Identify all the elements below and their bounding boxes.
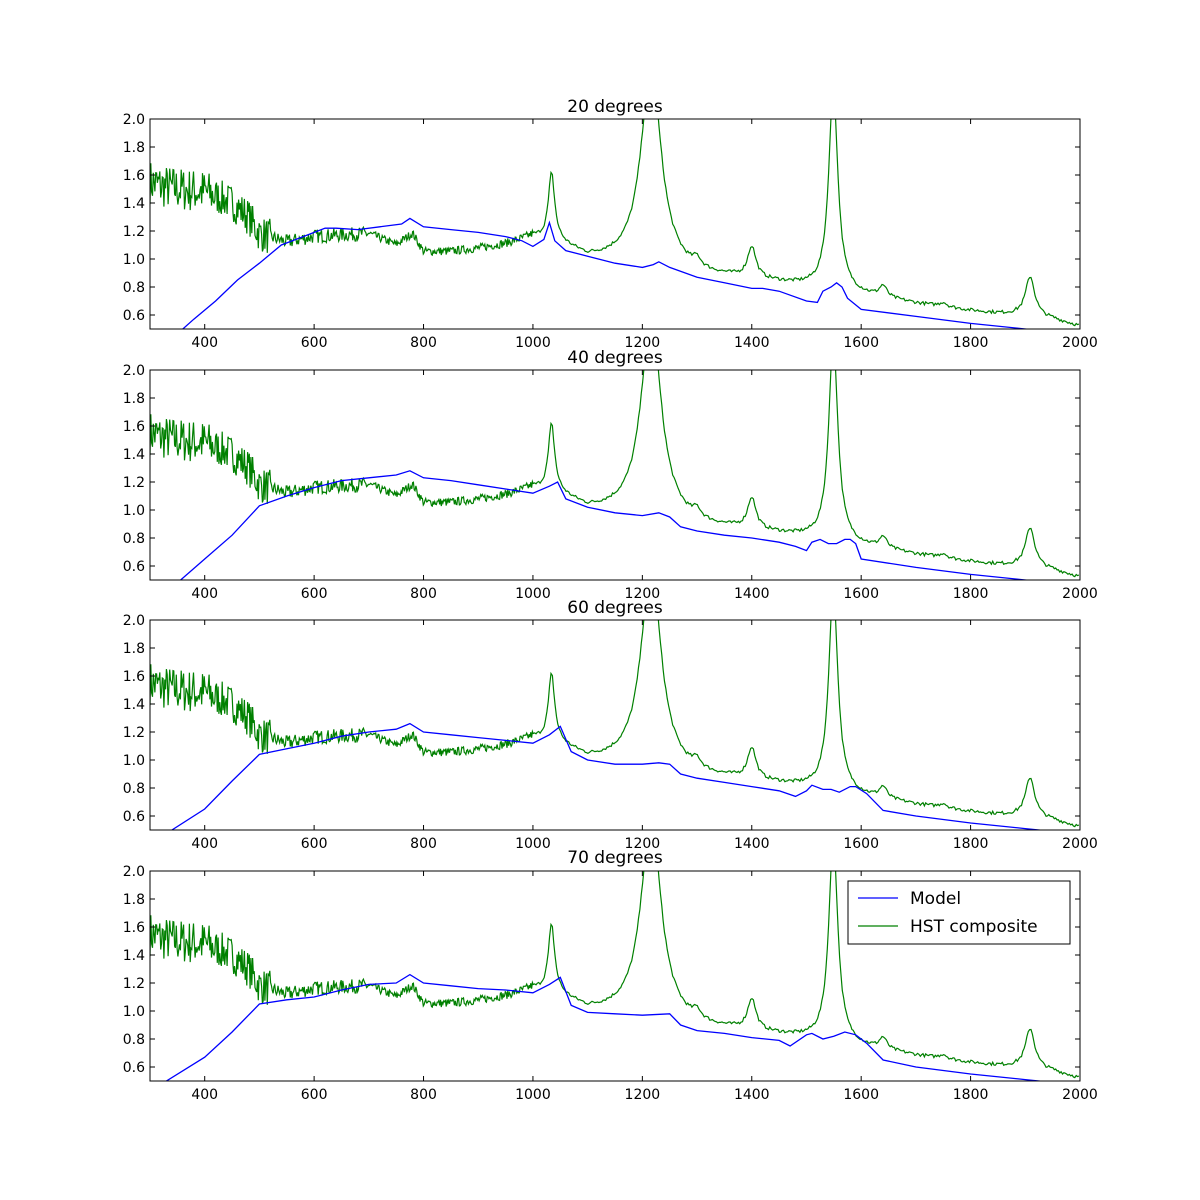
y-tick-label: 1.4	[123, 447, 145, 463]
y-tick-label: 1.2	[123, 224, 145, 240]
legend-box	[847, 880, 1071, 945]
y-tick-label: 1.8	[123, 892, 145, 908]
legend-hst-label: HST composite	[910, 917, 1038, 937]
x-tick-label: 600	[301, 1087, 328, 1103]
axes-background	[150, 620, 1080, 830]
y-tick-label: 1.8	[123, 641, 145, 657]
y-tick-label: 2.0	[123, 613, 145, 629]
x-tick-label: 1600	[843, 836, 879, 852]
y-tick-label: 0.6	[123, 809, 145, 825]
x-tick-label: 400	[191, 586, 218, 602]
y-tick-label: 2.0	[123, 864, 145, 880]
y-tick-label: 1.6	[123, 669, 145, 685]
x-tick-label: 600	[301, 836, 328, 852]
x-tick-label: 2000	[1062, 586, 1098, 602]
legend-model-label: Model	[910, 889, 961, 909]
x-tick-label: 1600	[843, 1087, 879, 1103]
panel-70-degrees: 70 degrees 400 600 800 1000 1200 1400 1600 1800…	[123, 848, 1098, 1103]
model-line	[181, 217, 1032, 329]
y-tick-label: 1.2	[123, 976, 145, 992]
x-tick-label: 1000	[515, 836, 551, 852]
axes-frame	[149, 619, 1081, 831]
y-tick-label: 1.8	[123, 140, 145, 156]
x-tick-label: 600	[301, 586, 328, 602]
y-tick-label: 1.0	[123, 753, 145, 769]
y-tick-label: 1.6	[123, 419, 145, 435]
y-tick-label: 0.8	[123, 531, 145, 547]
x-tick-label: 1200	[625, 1087, 661, 1103]
x-tick-label: 2000	[1062, 836, 1098, 852]
x-tick-label: 600	[301, 335, 328, 351]
y-tick-label: 1.2	[123, 725, 145, 741]
x-tick-label: 1400	[734, 586, 770, 602]
panel-60-degrees: 60 degrees 400 600 800 1000 1200 1400 1600 1800…	[123, 598, 1098, 852]
y-tick-label: 1.0	[123, 1004, 145, 1020]
x-tick-label: 800	[410, 1087, 437, 1103]
x-tick-label: 400	[191, 836, 218, 852]
panel-20-degrees: 20 degrees 400 600 800 1000 1200 1400 1600 1800…	[123, 97, 1098, 351]
plot-area: 400 600 800 1000 1200 1400 1600 1800 2000 0.6 0.8 1…	[123, 363, 1098, 602]
axes-background	[150, 370, 1080, 580]
y-tick-label: 1.0	[123, 503, 145, 519]
x-tick-label: 800	[410, 586, 437, 602]
x-tick-label: 2000	[1062, 335, 1098, 351]
y-tick-label: 1.0	[123, 252, 145, 268]
x-tick-label: 1200	[625, 836, 661, 852]
axes-frame	[149, 369, 1081, 581]
y-tick-label: 0.8	[123, 280, 145, 296]
model-line	[170, 722, 1046, 830]
panel-40-degrees: 40 degrees 400 600 800 1000 1200 1400 1600 1800…	[123, 348, 1098, 602]
x-tick-label: 1400	[734, 1087, 770, 1103]
x-tick-label: 1000	[515, 586, 551, 602]
y-tick-label: 0.6	[123, 559, 145, 575]
hst-composite-line	[150, 871, 1080, 1079]
y-tick-label: 1.4	[123, 948, 145, 964]
x-tick-label: 1800	[953, 1087, 989, 1103]
axes-frame	[149, 870, 1081, 1082]
x-tick-label: 1800	[953, 586, 989, 602]
plot-area: 400 600 800 1000 1200 1400 1600 1800 2000 0.6 0.8 1…	[123, 112, 1098, 351]
x-tick-label: 1200	[625, 586, 661, 602]
y-tick-label: 2.0	[123, 112, 145, 128]
x-tick-label: 2000	[1062, 1087, 1098, 1103]
x-tick-label: 1600	[843, 335, 879, 351]
x-tick-label: 1400	[734, 335, 770, 351]
x-tick-label: 400	[191, 335, 218, 351]
y-tick-label: 2.0	[123, 363, 145, 379]
x-tick-label: 1600	[843, 586, 879, 602]
y-tick-label: 0.6	[123, 308, 145, 324]
panel-title: 70 degrees	[567, 848, 663, 868]
y-tick-label: 1.2	[123, 475, 145, 491]
y-tick-label: 1.6	[123, 920, 145, 936]
y-tick-label: 0.6	[123, 1060, 145, 1076]
y-tick-label: 1.8	[123, 391, 145, 407]
x-tick-label: 400	[191, 1087, 218, 1103]
panel-title: 60 degrees	[567, 598, 663, 618]
x-tick-label: 800	[410, 836, 437, 852]
y-tick-label: 1.4	[123, 697, 145, 713]
y-tick-label: 1.6	[123, 168, 145, 184]
hst-composite-line	[150, 370, 1080, 578]
x-tick-label: 1800	[953, 836, 989, 852]
y-tick-label: 0.8	[123, 781, 145, 797]
plot-area: 400 600 800 1000 1200 1400 1600 1800 2000 0.6 0.8 1…	[123, 613, 1098, 852]
hst-composite-line	[150, 119, 1080, 327]
x-tick-label: 1200	[625, 335, 661, 351]
axes-frame	[149, 118, 1081, 330]
model-line	[179, 470, 1032, 580]
x-tick-label: 1800	[953, 335, 989, 351]
x-tick-label: 1000	[515, 335, 551, 351]
x-tick-label: 1400	[734, 836, 770, 852]
legend: Model HST composite	[847, 880, 1071, 945]
x-tick-label: 800	[410, 335, 437, 351]
y-tick-label: 1.4	[123, 196, 145, 212]
panel-title: 20 degrees	[567, 97, 663, 117]
model-line	[165, 973, 1046, 1081]
y-tick-label: 0.8	[123, 1032, 145, 1048]
x-tick-label: 1000	[515, 1087, 551, 1103]
axes-background	[150, 119, 1080, 329]
panel-title: 40 degrees	[567, 348, 663, 368]
